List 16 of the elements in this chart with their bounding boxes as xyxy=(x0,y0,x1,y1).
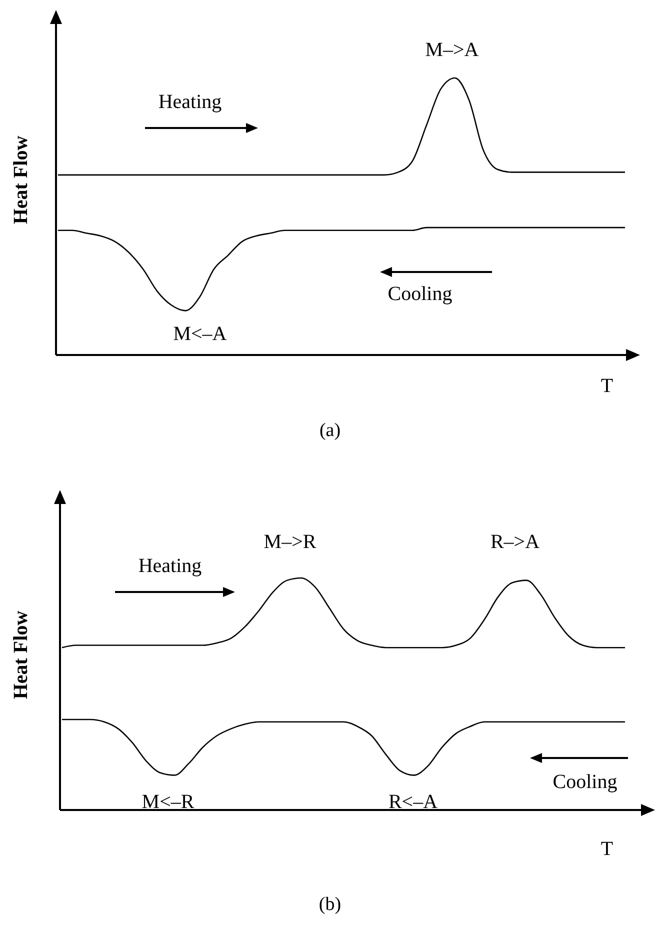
text: (a) xyxy=(319,420,341,441)
y-axis-title: Heat Flow xyxy=(10,135,32,224)
annotation: Heating xyxy=(158,91,222,113)
annotation: R<–A xyxy=(388,791,438,813)
text: R–>A xyxy=(490,531,540,553)
x-axis-title: T xyxy=(600,375,614,397)
y-axis-title: Heat Flow xyxy=(10,610,32,700)
text: (b) xyxy=(318,894,342,915)
annotation: M<–R xyxy=(142,791,195,813)
text: M–>R xyxy=(264,531,317,553)
annotation: M<–A xyxy=(173,323,228,345)
annotation: Cooling xyxy=(552,771,618,793)
x-axis-title: T xyxy=(600,838,614,860)
text: Heating xyxy=(138,555,202,577)
annotation: Cooling xyxy=(388,283,452,305)
text: M–>A xyxy=(425,39,480,61)
